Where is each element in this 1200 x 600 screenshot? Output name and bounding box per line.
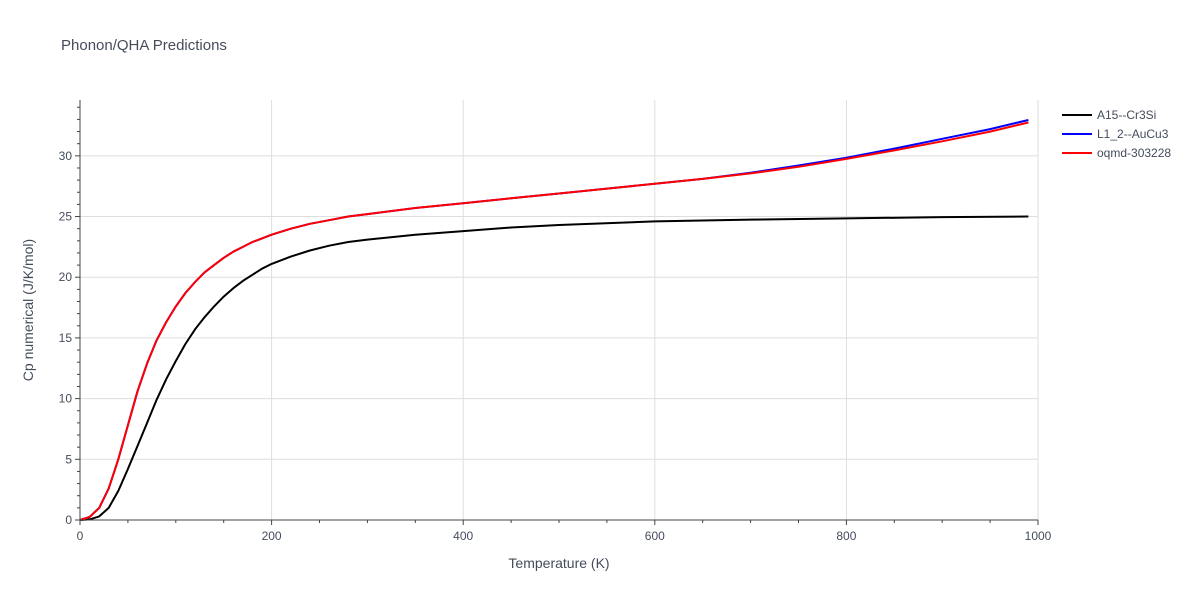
x-tick-label: 600: [645, 529, 665, 543]
x-axis-label: Temperature (K): [508, 555, 609, 571]
y-tick-label: 5: [65, 452, 72, 466]
axes: 0 200 400 600 800 1000 0 5 10 15 20 25 30: [59, 100, 1052, 543]
x-tick-label: 800: [836, 529, 856, 543]
series-layer: [79, 119, 1029, 521]
y-tick-label: 20: [59, 270, 73, 284]
y-tick-label: 10: [59, 392, 73, 406]
y-tick-label: 25: [59, 210, 73, 224]
x-tick-label: 1000: [1025, 529, 1052, 543]
legend-label: L1_2--AuCu3: [1097, 127, 1169, 141]
legend: A15--Cr3Si L1_2--AuCu3 oqmd-303228: [1062, 108, 1171, 160]
x-tick-label: 400: [453, 529, 473, 543]
chart-title: Phonon/QHA Predictions: [61, 37, 227, 54]
x-tick-label: 200: [262, 529, 282, 543]
y-tick-label: 30: [59, 149, 73, 163]
series-line-a15-cr3si: [79, 215, 1029, 521]
legend-label: oqmd-303228: [1097, 146, 1171, 160]
series-line-oqmd-303228: [79, 121, 1029, 521]
x-tick-label: 0: [77, 529, 84, 543]
grid: [80, 100, 1039, 520]
y-tick-label: 15: [59, 331, 73, 345]
legend-label: A15--Cr3Si: [1097, 108, 1156, 122]
series-line-l1-2-aucu3: [79, 119, 1029, 521]
y-tick-label: 0: [65, 513, 72, 527]
y-axis-label: Cp numerical (J/K/mol): [20, 239, 36, 381]
